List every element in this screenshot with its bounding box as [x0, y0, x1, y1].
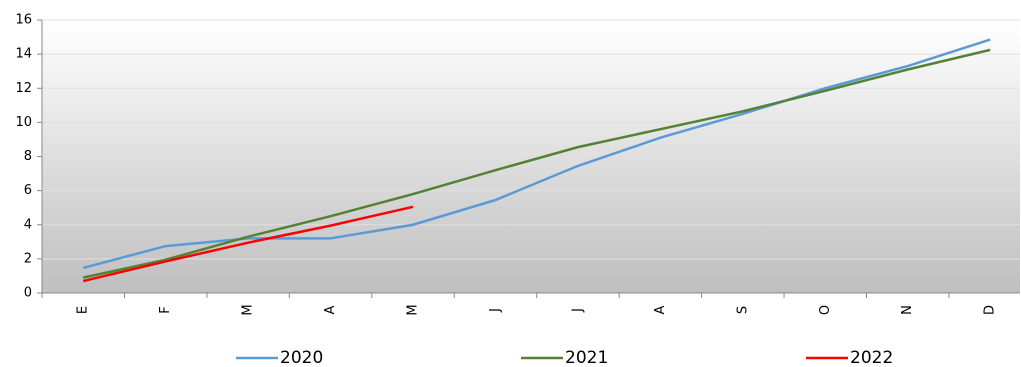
legend: 2020 2021 2022	[236, 348, 893, 367]
x-tick-label: A	[323, 305, 338, 314]
series-line	[82, 48, 991, 279]
x-tick-label: J	[570, 308, 585, 313]
y-tick-label: 2	[24, 251, 32, 266]
x-tick-label: A	[653, 305, 668, 314]
legend-label: 2021	[565, 348, 608, 367]
x-tick-label: N	[900, 305, 915, 315]
x-tick-label: D	[983, 305, 998, 315]
y-tick-label: 8	[24, 149, 32, 164]
y-tick-label: 10	[15, 115, 32, 130]
y-tick-label: 0	[24, 286, 32, 301]
y-tick-label: 14	[15, 47, 32, 62]
x-tick-label: J	[488, 308, 503, 313]
x-tick-label: S	[735, 306, 750, 314]
x-tick-label: M	[406, 304, 421, 315]
legend-label: 2022	[850, 348, 893, 367]
y-tick-label: 16	[15, 13, 32, 28]
x-tick-label: O	[818, 305, 833, 315]
legend-label: 2020	[280, 348, 323, 367]
x-tick-label: M	[241, 304, 256, 315]
x-tick-label: F	[158, 306, 173, 313]
series-line	[82, 205, 414, 283]
y-tick-label: 12	[15, 81, 32, 96]
y-tick-label: 6	[24, 183, 32, 198]
x-tick-label: E	[76, 306, 91, 314]
y-tick-label: 4	[24, 217, 32, 232]
